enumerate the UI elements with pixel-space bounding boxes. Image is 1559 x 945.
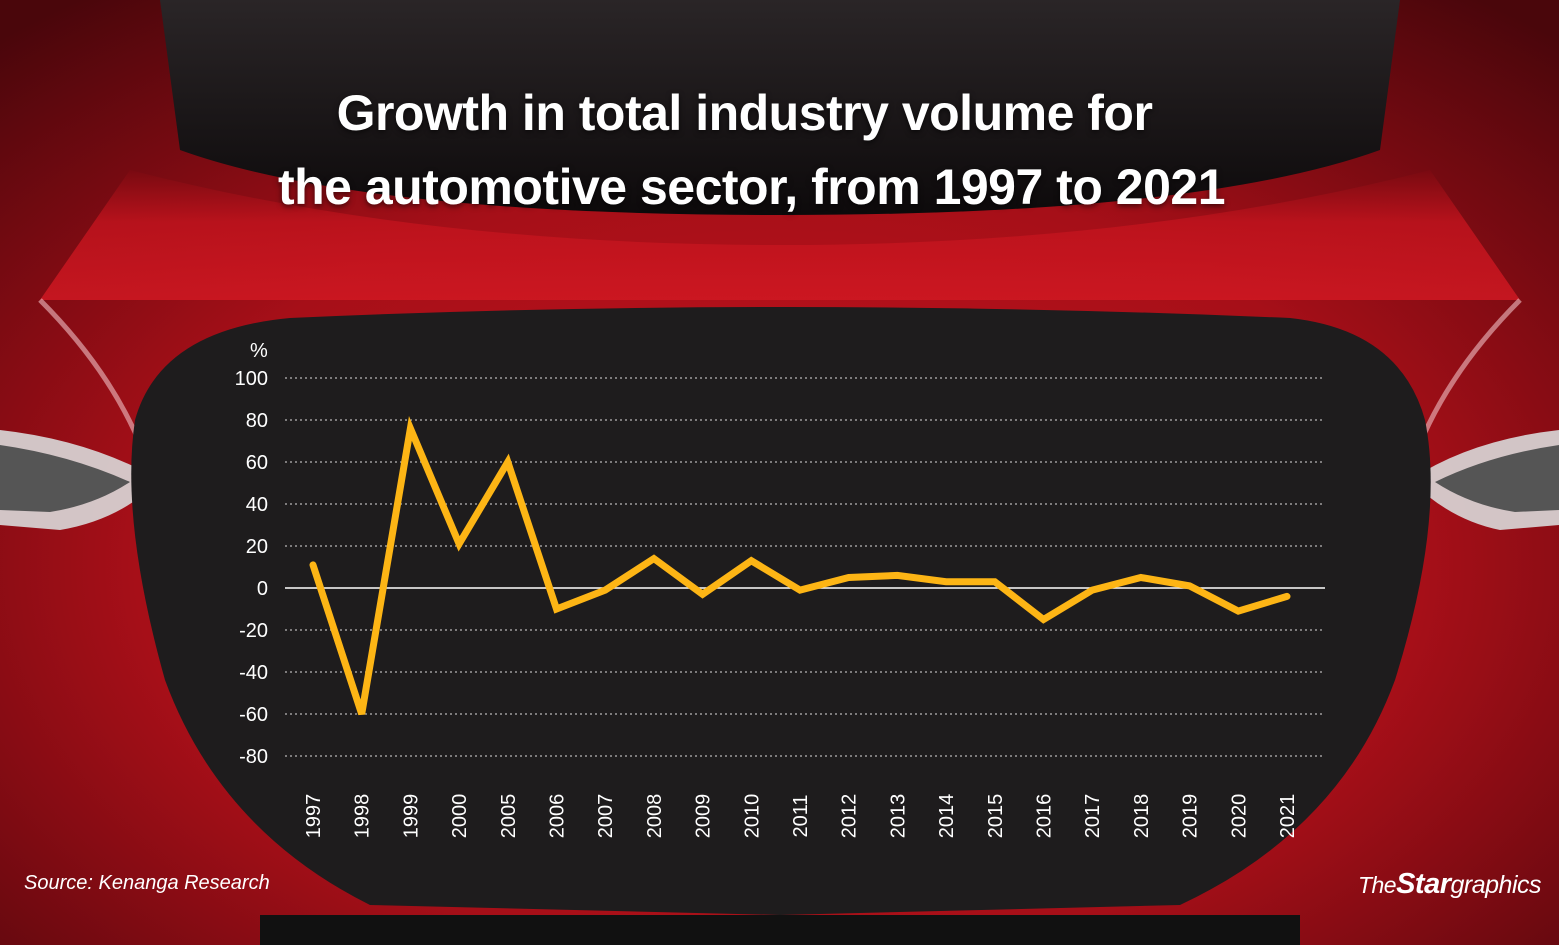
x-tick-label: 1999 (400, 794, 422, 839)
y-axis-ticks: 100 80 60 40 20 0 -20 -40 -60 -80 (235, 368, 268, 768)
x-tick-label: 2007 (595, 794, 617, 839)
brand-logo: TheStargraphics (1357, 868, 1542, 901)
x-tick-label: 2019 (1180, 794, 1202, 839)
series-group (309, 415, 1291, 716)
x-axis-ticks: 1997 1998 1999 2000 2005 2006 2007 2008 2009 2010… (303, 794, 1299, 839)
x-tick-label: 2005 (498, 794, 520, 839)
x-tick-label: 2021 (1277, 794, 1299, 839)
x-tick-label: 2011 (790, 794, 812, 837)
y-tick-label: -60 (239, 704, 268, 726)
x-tick-label: 2008 (644, 794, 666, 839)
x-tick-label: 2013 (887, 794, 909, 839)
x-tick-label: 2014 (936, 794, 958, 839)
x-tick-label: 2018 (1131, 794, 1153, 839)
series-line (309, 415, 1291, 716)
chart-title-line-2: the automotive sector, from 1997 to 2021 (277, 159, 1226, 215)
x-tick-label: 2006 (547, 794, 569, 839)
x-tick-label: 2012 (839, 794, 861, 839)
chart-title-line-1: Growth in total industry volume for (336, 85, 1153, 141)
y-axis-unit-label: % (250, 340, 268, 362)
source-note: Source: Kenanga Research (24, 872, 270, 894)
y-tick-label: -20 (239, 620, 268, 642)
brand-graphics: graphics (1450, 871, 1542, 899)
x-tick-label: 1997 (303, 794, 325, 839)
y-tick-label: -80 (239, 746, 268, 768)
y-tick-label: 20 (246, 536, 268, 558)
x-tick-label: 1998 (352, 794, 374, 839)
y-tick-label: 100 (235, 368, 268, 390)
y-tick-label: 40 (246, 494, 268, 516)
x-tick-label: 2000 (449, 794, 471, 839)
brand-the: The (1357, 872, 1397, 898)
y-tick-label: 60 (246, 452, 268, 474)
x-tick-label: 2010 (741, 794, 763, 839)
x-tick-label: 2016 (1034, 794, 1056, 839)
y-tick-label: -40 (239, 662, 268, 684)
x-tick-label: 2015 (985, 794, 1007, 839)
x-tick-label: 2009 (693, 794, 715, 839)
brand-star: Star (1396, 868, 1451, 900)
x-tick-label: 2017 (1082, 794, 1104, 839)
grid-lines (285, 377, 1325, 757)
y-tick-label: 0 (257, 578, 268, 600)
y-tick-label: 80 (246, 410, 268, 432)
x-tick-label: 2020 (1228, 794, 1250, 839)
